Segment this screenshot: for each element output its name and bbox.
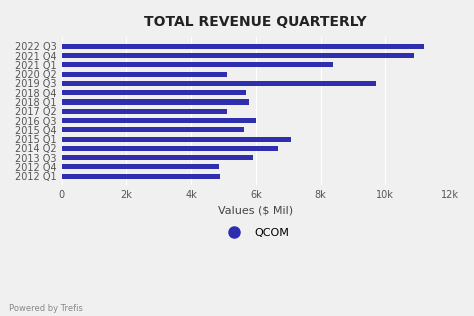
Bar [62, 146, 278, 151]
Bar [62, 90, 246, 95]
Title: TOTAL REVENUE QUARTERLY: TOTAL REVENUE QUARTERLY [145, 15, 367, 29]
Bar [62, 44, 424, 49]
Bar [62, 127, 245, 132]
Text: Powered by Trefis: Powered by Trefis [9, 304, 83, 313]
Bar [62, 62, 334, 68]
Bar [62, 155, 253, 160]
Legend: QCOM: QCOM [219, 223, 293, 242]
Bar [62, 109, 227, 114]
Bar [62, 164, 219, 169]
Bar [62, 81, 375, 86]
Bar [62, 72, 227, 77]
Bar [62, 118, 256, 123]
Bar [62, 137, 292, 142]
Bar [62, 173, 220, 179]
Bar [62, 100, 249, 105]
X-axis label: Values ($ Mil): Values ($ Mil) [218, 206, 293, 216]
Bar [62, 53, 414, 58]
